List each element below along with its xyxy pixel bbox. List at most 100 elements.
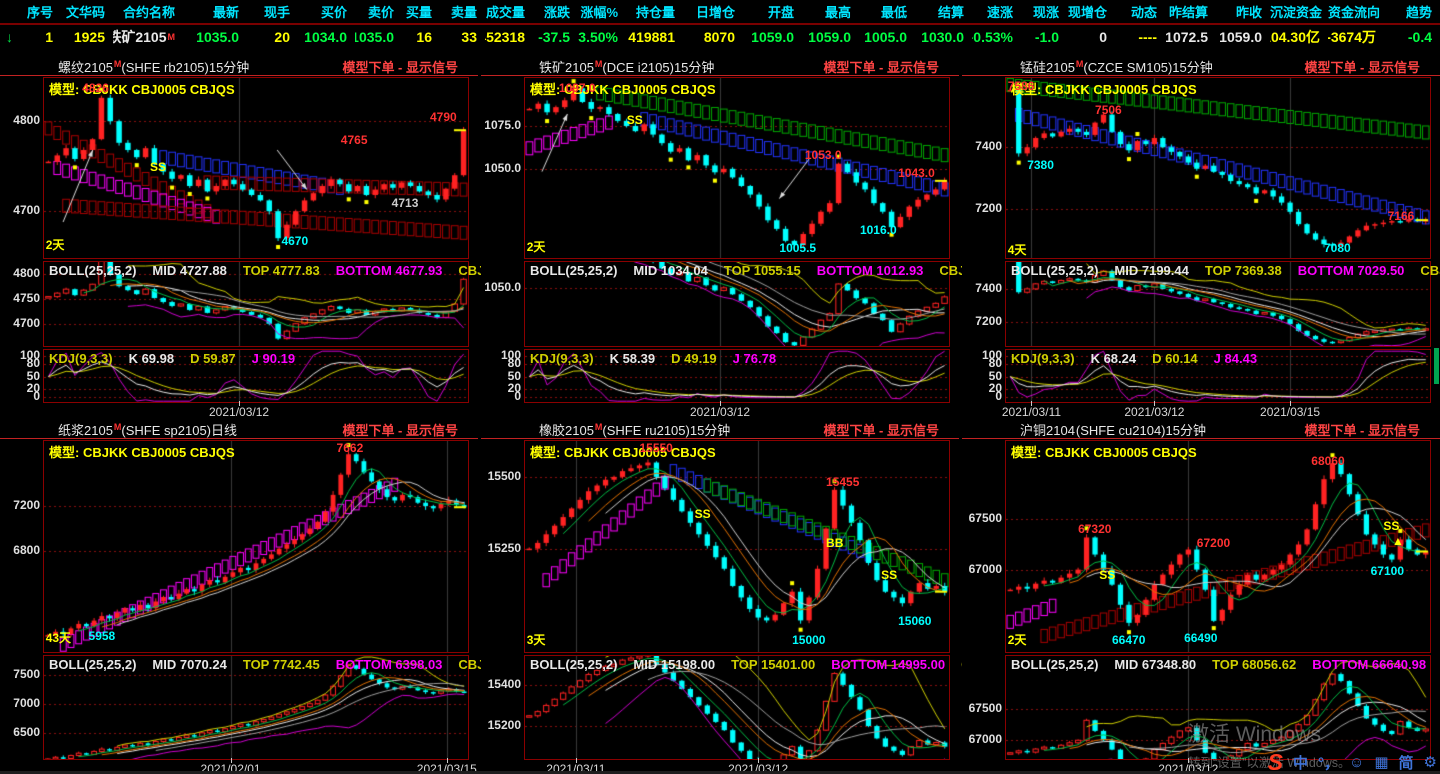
y-axis-tick-label: 100	[19, 348, 40, 363]
quote-col-header[interactable]: 卖量	[450, 5, 477, 20]
quote-col-header[interactable]: 速涨	[986, 5, 1013, 20]
scrollbar-thumb[interactable]	[1434, 348, 1439, 384]
ime-punct-icon[interactable]: °，	[1318, 754, 1340, 772]
price-label: 67320	[1078, 521, 1112, 536]
quote-col-header[interactable]: 最低	[880, 5, 907, 20]
quote-data-row[interactable]: ↓1 1925 铁矿2105M 1035.0 20 1034.0 1035.0 16 33 452…	[0, 25, 1440, 48]
y-axis-tick-label: 4800	[13, 266, 40, 281]
chart-panel-ru2105[interactable]: 橡胶2105M(SHFE ru2105)15分钟 模型下单 - 显示信号 模型:…	[481, 418, 1007, 774]
main-chart[interactable]: 模型: CBJKK CBJ0005 CBJQS 1097.0 SS 1053.0 104…	[524, 77, 950, 259]
quote-col-header[interactable]: 结算	[937, 5, 964, 20]
boll-bottom: BOTTOM 1012.93	[816, 263, 924, 278]
quote-col-header[interactable]: 昨收	[1235, 5, 1262, 20]
quote-col-header[interactable]: 持仓量	[635, 5, 675, 20]
quote-col-header[interactable]: 成交量	[485, 5, 525, 20]
quote-col-header[interactable]: 昨结算	[1168, 5, 1208, 20]
y-axis-tick-label: 7000	[13, 695, 40, 710]
price-label: 7380	[1027, 158, 1054, 173]
kdj-chart[interactable]: KDJ(9,3,3) K 69.98 D 59.87 J 90.19	[43, 349, 469, 403]
quote-col-header[interactable]: 现手	[263, 5, 290, 20]
y-axis-tick-label: 50	[988, 368, 1002, 383]
quote-col-header[interactable]: 现增仓	[1067, 5, 1107, 20]
chart-panel-sp2105[interactable]: 纸浆2105M(SHFE sp2105)日线 模型下单 - 显示信号 模型: C…	[0, 418, 505, 774]
boll-chart[interactable]: BOLL(25,25,2) MID 7070.24 TOP 7742.45 BOTTO…	[43, 655, 505, 760]
price-label: 2天	[45, 237, 65, 252]
contract-name: 沪铜2104	[1020, 423, 1075, 438]
quote-cell: 铁矿2105 M	[113, 28, 175, 45]
quote-col-header[interactable]: 涨幅%	[580, 5, 618, 20]
ime-keyboard-icon[interactable]: ▦	[1374, 754, 1389, 771]
chart-panel-SM105[interactable]: 锰硅2105M(CZCE SM105)15分钟 模型下单 - 显示信号 模型: …	[962, 55, 1440, 419]
boll-top: TOP 68056.62	[1212, 657, 1297, 672]
quote-col-header[interactable]: 最新	[212, 5, 239, 20]
quote-cell: 419881	[628, 28, 675, 45]
boll-bottom: BOTTOM 6398.03	[335, 657, 443, 672]
ime-settings-icon[interactable]: ⚙	[1423, 754, 1437, 771]
quote-col-header[interactable]: 涨跌	[543, 5, 570, 20]
quote-cell: 1072.5	[1165, 28, 1208, 45]
kdj-header: KDJ(9,3,3) K 69.98 D 59.87 J 90.19	[49, 351, 311, 366]
model-indicator-list: 模型: CBJKK CBJ0005 CBJQS	[49, 445, 235, 460]
panel-titlebar: 螺纹2105M(SHFE rb2105)15分钟 模型下单 - 显示信号	[0, 55, 478, 76]
chart-panel-i2105[interactable]: 铁矿2105M(DCE i2105)15分钟 模型下单 - 显示信号 模型: C…	[481, 55, 986, 419]
price-label: 68060	[1311, 453, 1345, 468]
quote-col-header[interactable]: 卖价	[367, 5, 394, 20]
quote-col-header[interactable]: 日增仓	[695, 5, 735, 20]
boll-label: BOLL(25,25,2)	[1011, 263, 1099, 278]
main-chart[interactable]: 模型: CBJKK CBJ0005 CBJQS 7586 7506 7380 7166 7…	[1005, 77, 1431, 259]
main-chart[interactable]: 模型: CBJKK CBJ0005 CBJQS 67320 SS 66470 67200…	[1005, 440, 1431, 653]
quote-col-header[interactable]: 趋势	[1405, 5, 1432, 20]
quote-col-header[interactable]: 动态	[1130, 5, 1157, 20]
chart-panel-rb2105[interactable]: 螺纹2105M(SHFE rb2105)15分钟 模型下单 - 显示信号 模型:…	[0, 55, 505, 419]
y-axis-tick-label: 1050.0	[484, 279, 521, 294]
quote-col-header[interactable]: 资金流向	[1328, 5, 1381, 20]
price-label: 2天	[526, 239, 546, 254]
main-chart[interactable]: 模型: CBJKK CBJ0005 CBJQS 15550 15455 SS BB SS 1…	[524, 440, 950, 653]
model-order-signal-button[interactable]: 模型下单 - 显示信号	[1304, 60, 1420, 75]
boll-chart[interactable]: BOLL(25,25,2) MID 1034.04 TOP 1055.15 BOTTO…	[524, 261, 986, 347]
ime-emoji-icon[interactable]: ☺	[1349, 753, 1365, 771]
model-order-signal-button[interactable]: 模型下单 - 显示信号	[1304, 423, 1420, 438]
signal-label: SS	[1099, 567, 1116, 582]
x-axis-tick	[230, 758, 232, 763]
quote-col-header[interactable]: 序号	[26, 5, 53, 20]
quote-cell: -1.0	[1034, 28, 1059, 45]
ime-toolbar[interactable]: S 中 °， ☺ ▦ 简 ⚙	[1267, 749, 1437, 774]
kdj-chart[interactable]: KDJ(9,3,3) K 68.24 D 60.14 J 84.43	[1005, 349, 1431, 403]
model-indicator-list: 模型: CBJKK CBJ0005 CBJQS	[530, 445, 716, 460]
quote-col-header[interactable]: 文华码	[65, 5, 105, 20]
boll-chart[interactable]: BOLL(25,25,2) MID 7199.44 TOP 7369.38 BOTTO…	[1005, 261, 1440, 347]
boll-header: BOLL(25,25,2) MID 67348.80 TOP 68056.62 BOT…	[1011, 657, 1440, 672]
boll-chart[interactable]: BOLL(25,25,2) MID 67348.80 TOP 68056.62 BOT…	[1005, 655, 1431, 760]
boll-chart[interactable]: BOLL(25,25,2) MID 4727.88 TOP 4777.83 BOTTO…	[43, 261, 505, 347]
main-chart[interactable]: 模型: CBJKK CBJ0005 CBJQS 7662 43天 5958	[43, 440, 469, 653]
y-axis-tick-label: 6800	[13, 542, 40, 557]
ime-simplified-icon[interactable]: 简	[1398, 754, 1414, 772]
quote-col-header[interactable]: 买价	[320, 5, 347, 20]
boll-chart[interactable]: BOLL(25,25,2) MID 15198.00 TOP 15401.00 BOT…	[524, 655, 1007, 760]
model-order-signal-button[interactable]: 模型下单 - 显示信号	[342, 60, 458, 75]
kdj-j: J 90.19	[251, 351, 296, 366]
model-order-signal-button[interactable]: 模型下单 - 显示信号	[823, 60, 939, 75]
kdj-chart[interactable]: KDJ(9,3,3) K 58.39 D 49.19 J 76.78	[524, 349, 950, 403]
contract-code: (SHFE cu2104)15分钟	[1075, 423, 1206, 438]
main-chart[interactable]: 模型: CBJKK CBJ0005 CBJQS 4826 SS 4765 4790 467…	[43, 77, 469, 259]
quote-cell: -37.5	[538, 28, 570, 45]
price-label: 4天	[1007, 243, 1027, 258]
quote-col-header[interactable]: 沉淀资金	[1270, 5, 1323, 20]
panel-title: 锰硅2105M(CZCE SM105)15分钟	[1020, 57, 1213, 76]
x-axis-date-label: 2021/03/15	[1260, 405, 1321, 419]
sogou-logo-icon[interactable]: S	[1267, 749, 1283, 774]
quote-col-header[interactable]: 现涨	[1032, 5, 1059, 20]
chart-panel-cu2104[interactable]: 沪铜2104(SHFE cu2104)15分钟 模型下单 - 显示信号 模型: …	[962, 418, 1440, 774]
quote-col-header[interactable]: 开盘	[767, 5, 794, 20]
model-order-signal-button[interactable]: 模型下单 - 显示信号	[342, 423, 458, 438]
quote-col-header[interactable]: 合约名称	[122, 5, 175, 20]
quote-cell: -0.53%	[972, 28, 1013, 45]
y-axis-tick-label: 7200	[13, 498, 40, 513]
model-order-signal-button[interactable]: 模型下单 - 显示信号	[823, 423, 939, 438]
kdj-d: D 49.19	[671, 351, 717, 366]
quote-col-header[interactable]: 买量	[405, 5, 432, 20]
ime-lang-icon[interactable]: 中	[1293, 754, 1309, 772]
quote-col-header[interactable]: 最高	[824, 5, 851, 20]
